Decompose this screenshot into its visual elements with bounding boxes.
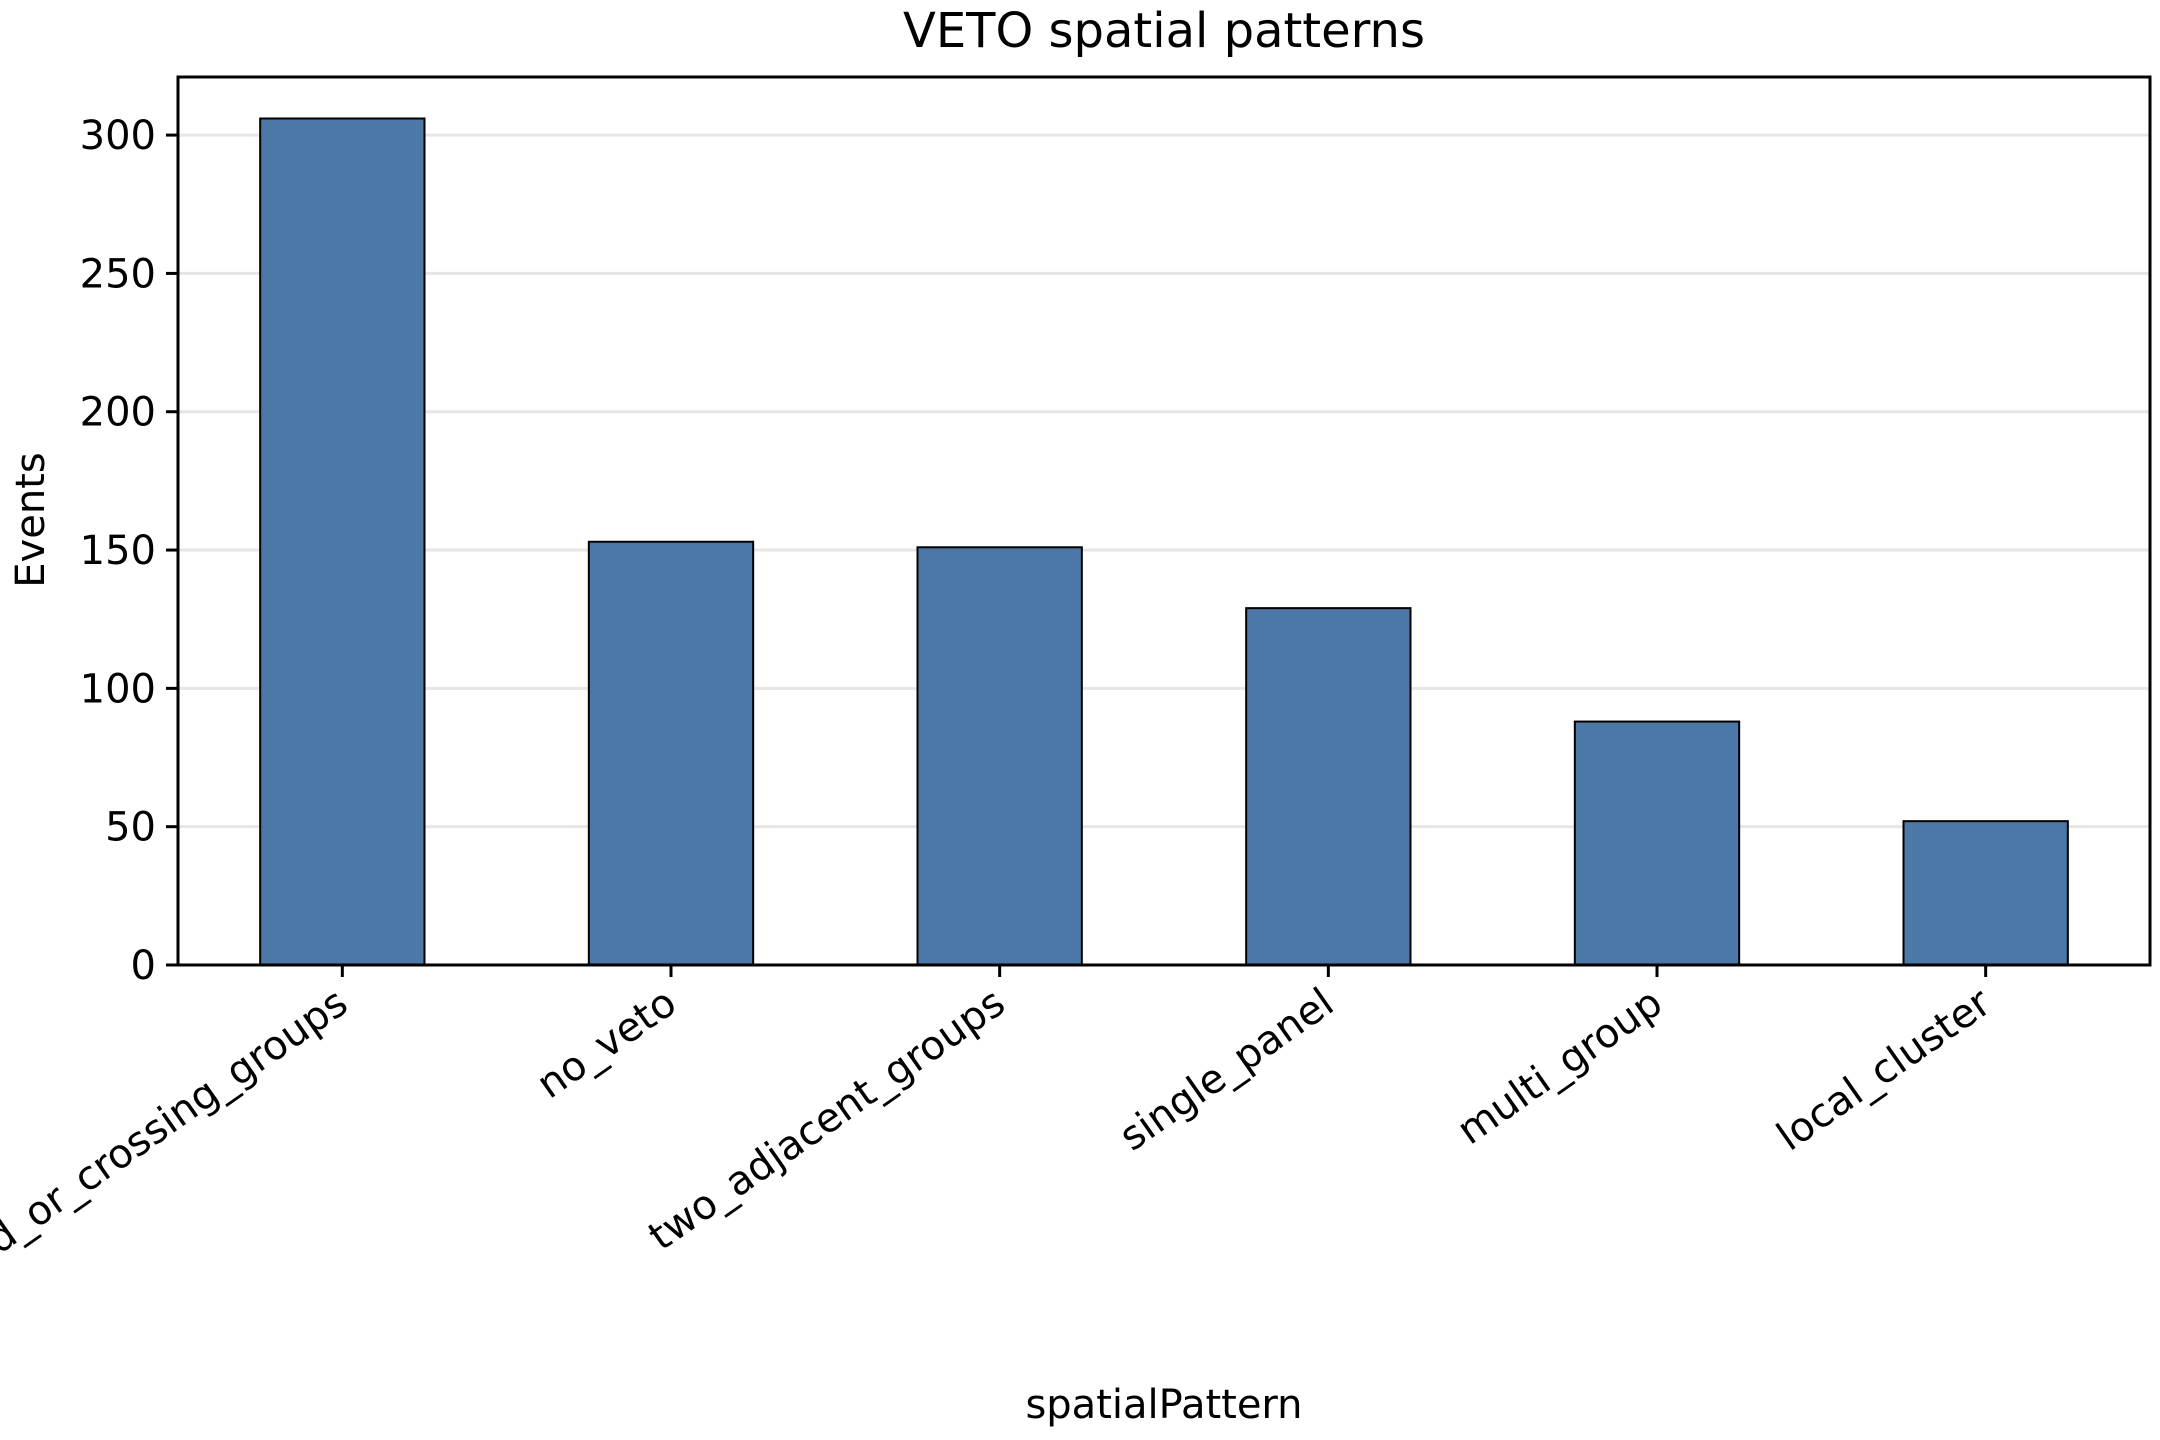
y-tick-label: 300	[80, 113, 156, 159]
bar	[1902, 820, 2069, 966]
bar	[1573, 720, 1741, 966]
bar	[587, 540, 755, 967]
grid-lines	[178, 133, 2150, 829]
bar	[259, 117, 426, 967]
chart-title: VETO spatial patterns	[903, 3, 1425, 59]
y-tick-label: 200	[80, 390, 156, 436]
x-tick-label: two_adjacent_groups	[640, 980, 1013, 1260]
x-axis-label: spatialPattern	[1025, 1382, 1302, 1428]
x-tick-label: local_cluster	[1769, 979, 2000, 1160]
y-tick-label: 250	[80, 251, 156, 297]
x-tick-label: multi_group	[1449, 980, 1671, 1154]
y-tick-label: 50	[105, 805, 156, 851]
plot-frame	[176, 75, 2152, 967]
bar	[916, 546, 1083, 967]
y-axis-label: Events	[8, 452, 54, 587]
y-tick-label: 0	[131, 943, 156, 989]
bar	[1245, 607, 1412, 966]
x-tick-label: single_panel	[1111, 980, 1342, 1161]
y-axis: 0 50 100 150 200 250 300	[80, 113, 178, 989]
x-tick-label: opposed_or_crossing_groups	[0, 980, 356, 1347]
x-tick-label: no_veto	[529, 980, 685, 1108]
x-axis: opposed_or_crossing_groups no_vetotwo_adj…	[0, 965, 2000, 1346]
bars	[259, 117, 2069, 967]
y-tick-label: 150	[80, 528, 156, 574]
y-tick-label: 100	[80, 666, 156, 712]
